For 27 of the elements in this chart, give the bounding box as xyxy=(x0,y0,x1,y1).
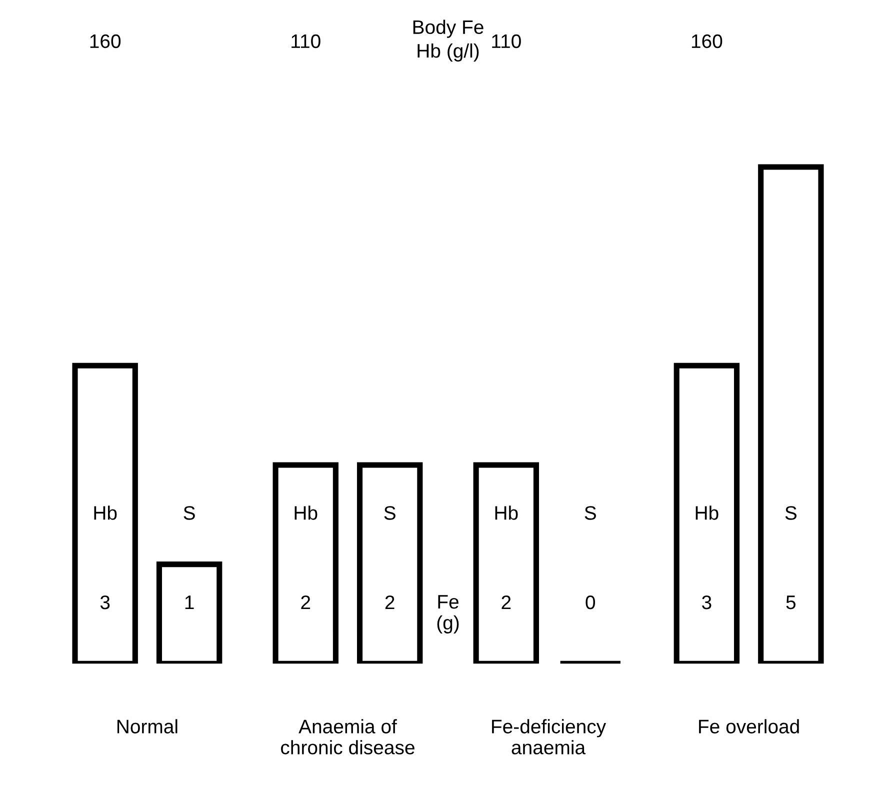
text: S xyxy=(584,506,596,520)
data-label: 1 xyxy=(185,596,194,610)
series-label: Hb xyxy=(294,506,318,520)
data-label: 0 xyxy=(586,595,596,610)
chart-subtitle: Hb (g/l) xyxy=(418,43,479,62)
text: Hb xyxy=(495,506,518,520)
chart-title: Body Fe xyxy=(413,20,484,38)
data-label: 3 xyxy=(702,595,712,610)
text: 160 xyxy=(692,34,722,48)
x-tick-label: Fe-deficiency anaemia xyxy=(492,719,606,754)
text: 110 xyxy=(292,34,320,48)
data-label: 2 xyxy=(502,595,511,610)
text: S xyxy=(184,506,195,520)
text: Hb xyxy=(696,506,718,520)
x-tick-label: Fe overload xyxy=(699,719,799,734)
data-label: 5 xyxy=(786,596,796,610)
data-label: 2 xyxy=(385,595,394,610)
data-label: 3 xyxy=(100,595,110,610)
data-label: 2 xyxy=(301,595,310,610)
annotation: Fe (g) xyxy=(437,595,459,634)
text: Hb xyxy=(94,506,117,520)
x-tick-label: Normal xyxy=(117,719,178,734)
text: 160 xyxy=(90,34,121,48)
text: S xyxy=(384,506,396,520)
text: 110 xyxy=(492,34,521,48)
x-tick-label: Anaemia of chronic disease xyxy=(281,719,414,754)
series-label: S xyxy=(785,506,797,520)
